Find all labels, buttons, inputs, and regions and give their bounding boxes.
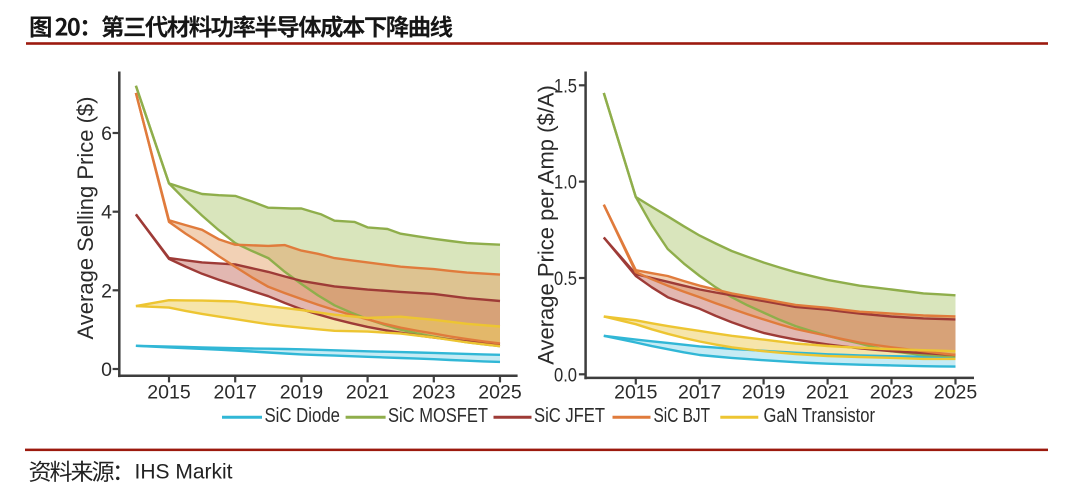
svg-text:2021: 2021 [806,381,849,403]
svg-text:6: 6 [101,123,112,145]
svg-text:2025: 2025 [478,381,522,403]
svg-text:SiC BJT: SiC BJT [654,405,711,427]
svg-text:0: 0 [101,359,112,381]
svg-text:2019: 2019 [280,381,323,403]
svg-text:SiC JFET: SiC JFET [534,405,605,427]
svg-text:2015: 2015 [147,381,191,403]
svg-text:IHS Markit: IHS Markit [135,460,233,483]
svg-text:2023: 2023 [412,381,455,403]
svg-text:1.5: 1.5 [554,75,577,97]
svg-text:Average Price per Amp ($/A): Average Price per Amp ($/A) [534,85,559,365]
svg-text:4: 4 [101,202,112,224]
svg-text:2: 2 [101,280,112,302]
svg-text:2023: 2023 [870,381,913,403]
svg-text:2025: 2025 [934,381,978,403]
svg-text:Average Selling Price ($): Average Selling Price ($) [73,97,98,340]
svg-text:0.0: 0.0 [554,364,577,386]
svg-text:GaN Transistor: GaN Transistor [764,405,876,427]
svg-text:1.0: 1.0 [554,172,577,194]
svg-text:2019: 2019 [742,381,785,403]
svg-text:2017: 2017 [214,381,257,403]
svg-text:2015: 2015 [614,381,658,403]
svg-text:2017: 2017 [678,381,721,403]
svg-text:2021: 2021 [346,381,389,403]
svg-text:SiC Diode: SiC Diode [265,405,341,427]
svg-text:0.5: 0.5 [554,268,577,290]
svg-text:SiC MOSFET: SiC MOSFET [388,405,488,427]
